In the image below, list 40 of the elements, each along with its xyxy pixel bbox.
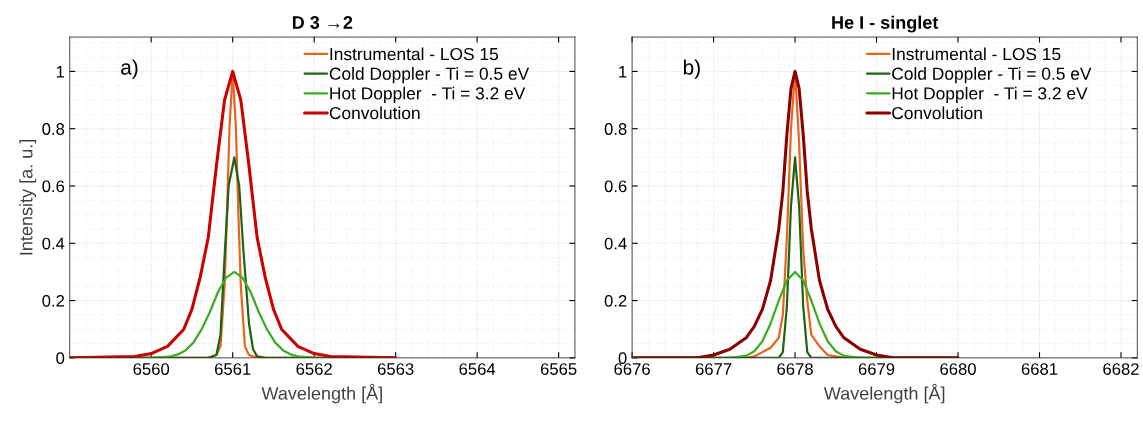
y-tick-label: 0.2	[604, 294, 627, 307]
x-tick-label: 6560	[133, 363, 170, 375]
legend-label: Hot Doppler - Ti = 3.2 eV	[892, 86, 1088, 103]
legend-label: Cold Doppler - Ti = 0.5 eV	[892, 67, 1092, 84]
x-tick-label: 6563	[377, 363, 414, 375]
x-tick-label: 6680	[940, 363, 976, 375]
x-tick-label: 6677	[695, 363, 732, 375]
x-tick-label: 6562	[296, 363, 332, 375]
legend-label: Cold Doppler - Ti = 0.5 eV	[329, 67, 530, 84]
annotation: a)	[121, 59, 138, 79]
legend-label: Hot Doppler - Ti = 3.2 eV	[330, 86, 526, 103]
x-tick-label: 6676	[614, 363, 650, 375]
y-tick-label: 0	[618, 352, 627, 365]
legend-label: Convolution	[892, 106, 982, 120]
chart-title: He I - singlet	[832, 15, 939, 33]
y-tick-label: 0.8	[604, 123, 627, 135]
legend-label: Convolution	[329, 106, 420, 120]
legend-label: Instrumental - LOS 15	[892, 47, 1061, 61]
y-tick-label: 0.6	[42, 180, 65, 193]
x-tick-label: 6679	[858, 363, 895, 375]
x-axis-title: Wavelength [Å]	[823, 383, 945, 404]
y-axis-title: Intensity [a. u.]	[19, 140, 37, 255]
x-axis-title: Wavelength [Å]	[261, 383, 382, 404]
y-tick-label: 0.6	[604, 180, 627, 193]
x-tick-label: 6678	[777, 363, 813, 375]
x-tick-label: 6681	[1021, 363, 1058, 375]
legend-label: Instrumental - LOS 15	[330, 47, 499, 61]
y-tick-label: 0.4	[42, 237, 65, 250]
x-tick-label: 6565	[540, 363, 577, 375]
y-tick-label: 1	[56, 65, 65, 78]
y-tick-label: 0.8	[42, 123, 65, 135]
y-tick-label: 0.2	[42, 294, 65, 307]
y-tick-label: 0.4	[604, 237, 627, 250]
chart-title: D 3 →2	[292, 16, 353, 29]
x-tick-label: 6682	[1103, 363, 1139, 375]
x-tick-label: 6564	[459, 363, 496, 375]
y-tick-label: 0	[56, 352, 65, 365]
annotation: b)	[683, 59, 700, 79]
y-tick-label: 1	[619, 65, 627, 78]
x-tick-label: 6561	[215, 363, 251, 375]
